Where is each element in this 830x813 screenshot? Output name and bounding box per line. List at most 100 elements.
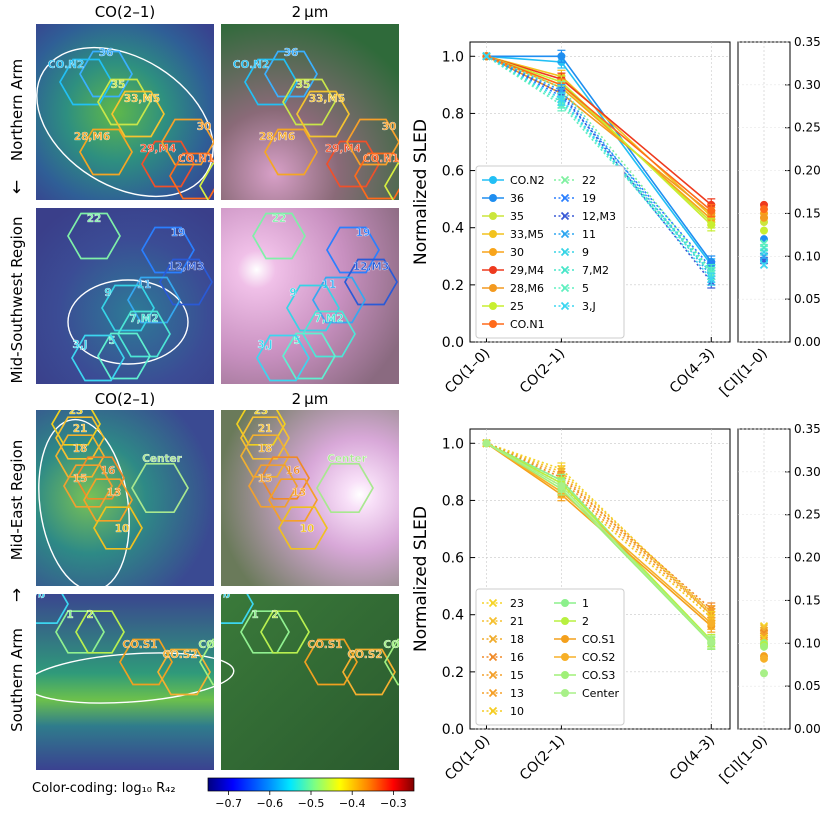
legend-label: 10 bbox=[510, 705, 524, 718]
hexagon-label-13: 13 bbox=[292, 487, 307, 499]
hexagon-33-m5 bbox=[296, 90, 350, 138]
legend-entry-22: 22 bbox=[554, 174, 596, 187]
colorbar-tick-label: −0.4 bbox=[339, 797, 366, 810]
hexagon-label-1: 1 bbox=[66, 609, 73, 621]
marker-25 bbox=[707, 220, 716, 229]
y-tick-label: 0.8 bbox=[442, 106, 464, 122]
series-line-12-m3 bbox=[486, 55, 712, 283]
legend-marker bbox=[560, 265, 570, 275]
region-label-mid-east: Mid-East Region bbox=[8, 440, 26, 561]
hexagon-label-28-m6: 28,M6 bbox=[259, 131, 295, 143]
series-center bbox=[482, 439, 768, 678]
legend: CO.N2 36 35 33,M5 30 29,M4 28,M6 25 CO.N1 22 19 12,… bbox=[475, 165, 625, 339]
ci-marker-28-m6 bbox=[760, 213, 768, 222]
y-axis-label: Normalized SLED bbox=[411, 506, 431, 652]
legend-entry-15: 15 bbox=[482, 669, 524, 682]
right-y-tick-label: 0.30 bbox=[794, 78, 821, 92]
hexagon-label-11: 11 bbox=[322, 279, 337, 291]
legend-marker bbox=[488, 652, 498, 662]
hexagon-22 bbox=[252, 212, 306, 260]
hexagon-36 bbox=[79, 50, 133, 98]
legend-label: 23 bbox=[510, 597, 524, 610]
legend-label: 29,M4 bbox=[510, 264, 544, 277]
hexagon-label-13: 13 bbox=[107, 487, 122, 499]
legend-entry-11: 11 bbox=[554, 228, 596, 241]
legend-label: 28,M6 bbox=[510, 282, 544, 295]
legend-label: 11 bbox=[582, 228, 596, 241]
hexagon-label-center: Center bbox=[327, 453, 367, 465]
legend-marker bbox=[489, 302, 497, 310]
hexagon-35 bbox=[282, 78, 336, 126]
hexagon-label-7-m2: 7,M2 bbox=[314, 313, 343, 325]
legend-label: 25 bbox=[510, 300, 524, 313]
ir-map-southern-arm bbox=[221, 594, 399, 770]
x-tick-label-co-1-0: CO(1–0) bbox=[442, 346, 493, 397]
marker-center bbox=[557, 482, 566, 491]
hexagon-label-co-n2: CO.N2 bbox=[48, 59, 84, 71]
hexagon-label-co-s2: CO.S2 bbox=[162, 649, 197, 661]
right-y-tick-label: 0.10 bbox=[794, 249, 821, 263]
hexagon-3-j bbox=[256, 334, 310, 382]
ir-map-mid-east bbox=[221, 410, 399, 586]
hexagon-28-m6 bbox=[79, 128, 133, 176]
header-co21-top: CO(2–1) bbox=[95, 3, 156, 21]
hexagon-label-15: 15 bbox=[258, 473, 273, 485]
hexagon-25 bbox=[199, 162, 214, 200]
legend-box bbox=[475, 165, 625, 339]
hexagon-3-j bbox=[71, 334, 125, 382]
ci-marker-25 bbox=[760, 226, 768, 235]
legend-label: 12,M3 bbox=[582, 210, 616, 223]
legend-label: 36 bbox=[510, 192, 524, 205]
hexagon-co-s2 bbox=[342, 648, 396, 696]
y-tick-label: 0.6 bbox=[442, 551, 464, 567]
right-y-tick-label: 0.25 bbox=[794, 508, 821, 522]
legend-marker bbox=[561, 617, 569, 625]
hexagon-label-3-j: 3,J bbox=[215, 587, 230, 599]
hexagon-co-s1 bbox=[304, 638, 358, 686]
hexagon-18 bbox=[55, 434, 105, 478]
ellipse-southern-arm bbox=[25, 652, 235, 704]
y-tick-label: 0.4 bbox=[442, 608, 464, 624]
hexagon-co-s1 bbox=[119, 638, 173, 686]
sled-chart-northern-southwest: 0.0 0.2 0.4 0.6 0.8 1.0 0.00 0.05 0.10 0.15 0.20 0.… bbox=[411, 35, 821, 400]
marker-center bbox=[482, 439, 491, 448]
legend-entry-7-m2: 7,M2 bbox=[554, 264, 609, 277]
sled-chart-east-southern: 0.0 0.2 0.4 0.6 0.8 1.0 0.00 0.05 0.10 0.15 0.20 0.… bbox=[411, 422, 821, 787]
hexagon-16 bbox=[260, 456, 310, 500]
hexagon-label-23: 23 bbox=[254, 405, 269, 417]
hexagon-label-21: 21 bbox=[73, 423, 88, 435]
legend-label: 3,J bbox=[582, 300, 596, 313]
hexagon-label-2: 2 bbox=[86, 609, 93, 621]
hexagon-label-28-m6: 28,M6 bbox=[74, 131, 110, 143]
ir-map-mid-southwest bbox=[221, 208, 399, 384]
ir-map-northern-arm bbox=[221, 24, 399, 200]
hexagon-5 bbox=[97, 332, 151, 380]
hexagon-label-co-s2: CO.S2 bbox=[347, 649, 382, 661]
hexagon-22 bbox=[67, 212, 121, 260]
ci-marker-center bbox=[760, 669, 768, 678]
y-tick-label: 0.4 bbox=[442, 221, 464, 237]
series-line-5 bbox=[486, 55, 712, 274]
hexagon-36 bbox=[264, 50, 318, 98]
legend-marker bbox=[488, 634, 498, 644]
hexagon-label-35: 35 bbox=[296, 79, 311, 91]
region-label-northern-arm: Northern Arm bbox=[8, 59, 26, 161]
y-tick-label: 0.6 bbox=[442, 164, 464, 180]
hexagon-label-15: 15 bbox=[73, 473, 88, 485]
hexagon-label-9: 9 bbox=[289, 287, 296, 299]
legend-entry-18: 18 bbox=[482, 633, 524, 646]
hexagon-label-3-j: 3,J bbox=[257, 339, 272, 351]
header-co21-mid: CO(2–1) bbox=[95, 390, 156, 408]
legend-entry-25: 25 bbox=[482, 300, 524, 313]
legend-marker bbox=[561, 653, 569, 661]
legend-entry-co-s2: CO.S2 bbox=[554, 651, 615, 664]
hexagon-label-18: 18 bbox=[258, 443, 273, 455]
hexagon-label-center: Center bbox=[142, 453, 182, 465]
hexagon-12-m3 bbox=[344, 258, 398, 306]
hexagon-15 bbox=[63, 464, 113, 508]
legend-label: Center bbox=[582, 687, 620, 700]
colorbar bbox=[207, 777, 415, 792]
hexagon-apertures: 36 CO.N2 35 33,M5 28,M6 29,M4 30 CO.N1 2 5 36 CO.N2… bbox=[36, 47, 399, 696]
legend-marker bbox=[560, 283, 570, 293]
right-y-tick-label: 0.25 bbox=[794, 121, 821, 135]
